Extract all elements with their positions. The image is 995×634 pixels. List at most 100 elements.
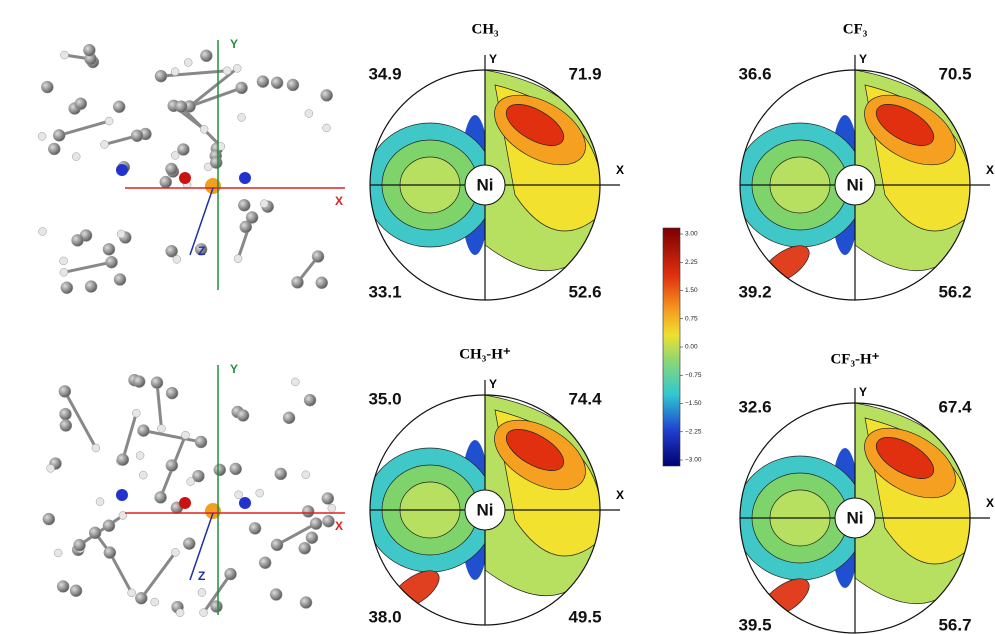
carbon-atom (210, 601, 222, 613)
bond (59, 121, 109, 135)
hydrogen-atom (223, 67, 231, 75)
bond (64, 262, 112, 272)
carbon-atom (104, 547, 116, 559)
axis-label: Y (489, 377, 497, 391)
colorbar-tick-label: −3.00 (685, 457, 702, 464)
axis-label: Y (230, 37, 238, 51)
carbon-atom (43, 513, 55, 525)
carbon-atom (259, 557, 271, 569)
hydrogen-atom (60, 268, 68, 276)
carbon-atom (61, 282, 73, 294)
carbon-atom (302, 505, 314, 517)
carbon-atom (287, 79, 299, 91)
carbon-atom (135, 592, 147, 604)
carbon-atom (214, 464, 226, 476)
n-atom (116, 489, 128, 501)
carbon-atom (175, 101, 187, 113)
carbon-atom (155, 491, 167, 503)
carbon-atom (166, 387, 178, 399)
carbon-atom (117, 454, 129, 466)
hydrogen-atom (60, 257, 68, 265)
quadrant-value: 32.6 (738, 397, 771, 416)
carbon-atom (183, 538, 195, 550)
carbon-atom (316, 277, 328, 289)
carbon-atom (312, 250, 324, 262)
bond (65, 391, 96, 448)
carbon-atom (70, 585, 82, 597)
n-atom (239, 172, 251, 184)
quadrant-value: 36.6 (738, 64, 771, 83)
hydrogen-atom (302, 471, 310, 479)
bond (190, 88, 242, 107)
hydrogen-atom (198, 588, 206, 596)
hydrogen-atom (157, 425, 165, 433)
carbon-atom (322, 515, 334, 527)
map-title: CF₃-H⁺ (830, 351, 879, 367)
hydrogen-atom (256, 489, 264, 497)
colorbar-tick-label: 3.00 (685, 231, 698, 238)
figure: YXZYXZNiXYCH₃34.971.933.152.6NiXYCF₃36.6… (0, 0, 995, 634)
carbon-atom (322, 492, 334, 504)
carbon-atom (292, 276, 304, 288)
hydrogen-atom (96, 498, 104, 506)
hydrogen-atom (139, 471, 147, 479)
o-atom (179, 172, 191, 184)
axis-label: Y (230, 362, 238, 376)
colorbar (663, 228, 680, 466)
carbon-atom (85, 281, 97, 293)
carbon-atom (210, 157, 222, 169)
carbon-atom (131, 130, 143, 142)
hydrogen-atom (233, 64, 241, 72)
carbon-atom (177, 144, 189, 156)
map-title: CH₃ (472, 21, 500, 37)
axis-label: Z (198, 244, 205, 258)
hydrogen-atom (171, 68, 179, 76)
quadrant-value: 67.4 (938, 397, 972, 416)
carbon-atom (103, 243, 115, 255)
map-title: CH₃-H⁺ (459, 346, 511, 362)
carbon-atom (133, 376, 145, 388)
carbon-atom (271, 77, 283, 89)
colorbar-tick-label: 0.00 (685, 344, 698, 351)
carbon-atom (60, 408, 72, 420)
center-label: Ni (847, 175, 864, 194)
colorbar-tick-label: 1.50 (685, 287, 698, 294)
axis-label: Z (198, 569, 205, 583)
hydrogen-atom (328, 504, 336, 512)
carbon-atom (53, 129, 65, 141)
n-atom (116, 164, 128, 176)
hydrogen-atom (72, 153, 80, 161)
quadrant-value: 38.0 (368, 607, 401, 626)
hydrogen-atom (184, 58, 192, 66)
carbon-atom (299, 542, 311, 554)
molecule: YXZ (38, 37, 345, 294)
hydrogen-atom (105, 117, 113, 125)
axis-label: Y (489, 52, 497, 66)
quadrant-value: 74.4 (568, 389, 602, 408)
carbon-atom (304, 394, 316, 406)
hydrogen-atom (39, 228, 47, 236)
carbon-atom (257, 76, 269, 88)
center-label: Ni (847, 508, 864, 527)
hydrogen-atom (136, 452, 144, 460)
hydrogen-atom (187, 478, 195, 486)
carbon-atom (89, 527, 101, 539)
quadrant-value: 56.7 (938, 615, 971, 634)
carbon-atom (103, 520, 115, 532)
hydrogen-atom (235, 491, 243, 499)
carbon-atom (230, 463, 242, 475)
hydrogen-atom (92, 444, 100, 452)
map-title: CF₃ (843, 21, 868, 37)
carbon-atom (310, 518, 322, 530)
center-label: Ni (477, 175, 494, 194)
quadrant-value: 35.0 (368, 389, 401, 408)
carbon-atom (114, 274, 126, 286)
quadrant-value: 34.9 (368, 64, 401, 83)
hydrogen-atom (47, 464, 55, 472)
quadrant-value: 49.5 (568, 607, 601, 626)
carbon-atom (155, 70, 167, 82)
carbon-atom (306, 532, 318, 544)
bond (123, 413, 136, 459)
bond (157, 383, 161, 429)
hydrogen-atom (305, 109, 313, 117)
